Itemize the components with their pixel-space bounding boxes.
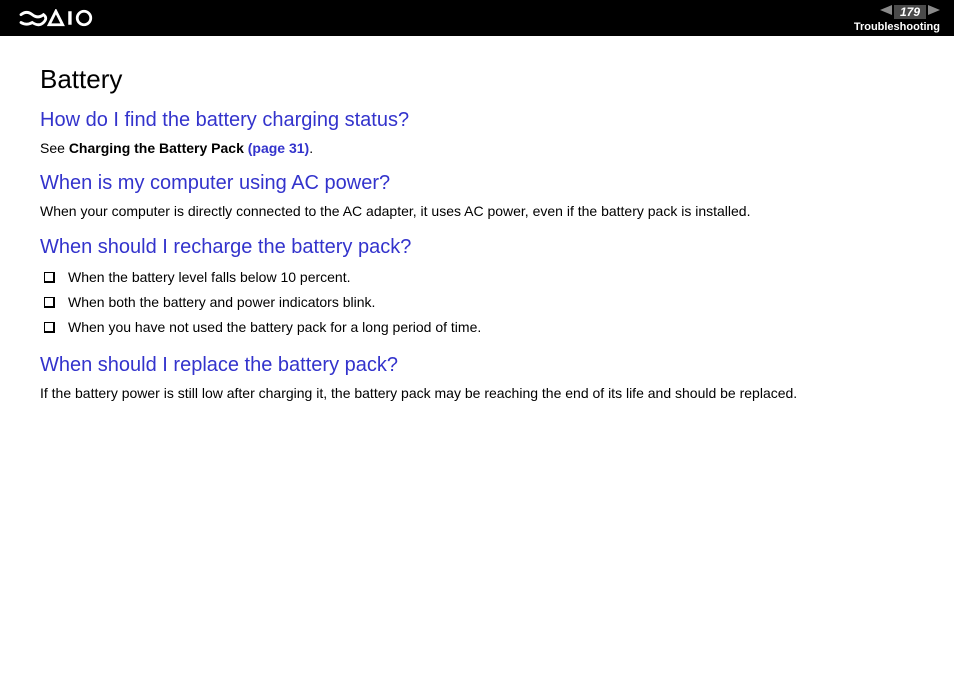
- vaio-logo: [16, 9, 116, 27]
- page-number: 179: [894, 5, 926, 19]
- header-right: 179 Troubleshooting: [854, 4, 940, 33]
- answer-charging-status: See Charging the Battery Pack (page 31).: [40, 138, 914, 158]
- answer-replace: If the battery power is still low after …: [40, 383, 914, 403]
- next-page-arrow-icon[interactable]: [928, 4, 940, 20]
- page-ref-link[interactable]: (page 31): [248, 140, 309, 156]
- list-item: When the battery level falls below 10 pe…: [40, 265, 914, 290]
- text: .: [309, 140, 313, 156]
- question-replace: When should I replace the battery pack?: [40, 354, 914, 377]
- page-title: Battery: [40, 64, 914, 95]
- page-header: 179 Troubleshooting: [0, 0, 954, 36]
- section-label: Troubleshooting: [854, 22, 940, 33]
- list-item: When you have not used the battery pack …: [40, 315, 914, 340]
- question-recharge: When should I recharge the battery pack?: [40, 236, 914, 259]
- ref-title: Charging the Battery Pack: [69, 140, 248, 156]
- question-ac-power: When is my computer using AC power?: [40, 172, 914, 195]
- page-nav: 179: [854, 4, 940, 20]
- recharge-list: When the battery level falls below 10 pe…: [40, 265, 914, 341]
- answer-ac-power: When your computer is directly connected…: [40, 201, 914, 221]
- question-charging-status: How do I find the battery charging statu…: [40, 109, 914, 132]
- list-item: When both the battery and power indicato…: [40, 290, 914, 315]
- page-content: Battery How do I find the battery chargi…: [0, 36, 954, 403]
- text: See: [40, 140, 69, 156]
- prev-page-arrow-icon[interactable]: [880, 4, 892, 20]
